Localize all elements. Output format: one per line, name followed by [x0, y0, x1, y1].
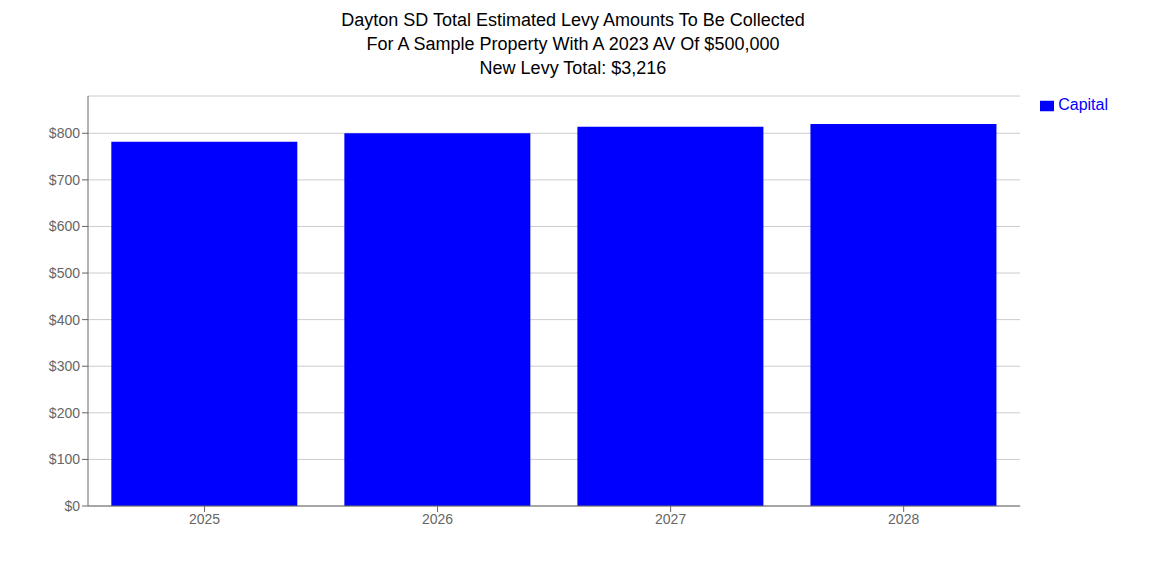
- svg-text:$500: $500: [49, 265, 80, 281]
- svg-text:2028: 2028: [888, 511, 919, 527]
- html-text:Dayton SD Total Estimated Levy: Dayton SD Total Estimated Levy Amounts T…: [341, 10, 805, 30]
- svg-text:2026: 2026: [422, 511, 453, 527]
- svg-text:$400: $400: [49, 312, 80, 328]
- html-text:For A Sample Property With A 2: For A Sample Property With A 2023 AV Of …: [366, 34, 780, 54]
- svg-text:$600: $600: [49, 218, 80, 234]
- svg-text:$200: $200: [49, 405, 80, 421]
- svg-text:$100: $100: [49, 451, 80, 467]
- svg-text:$800: $800: [49, 125, 80, 141]
- svg-text:$0: $0: [64, 498, 80, 514]
- html-text:New Levy Total: $3,216: New Levy Total: $3,216: [479, 58, 667, 78]
- svg-text:$700: $700: [49, 172, 80, 188]
- svg-text:$300: $300: [49, 358, 80, 374]
- svg-text:2027: 2027: [655, 511, 686, 527]
- html-text:Capital: Capital: [1058, 96, 1108, 113]
- svg-text:2025: 2025: [189, 511, 220, 527]
